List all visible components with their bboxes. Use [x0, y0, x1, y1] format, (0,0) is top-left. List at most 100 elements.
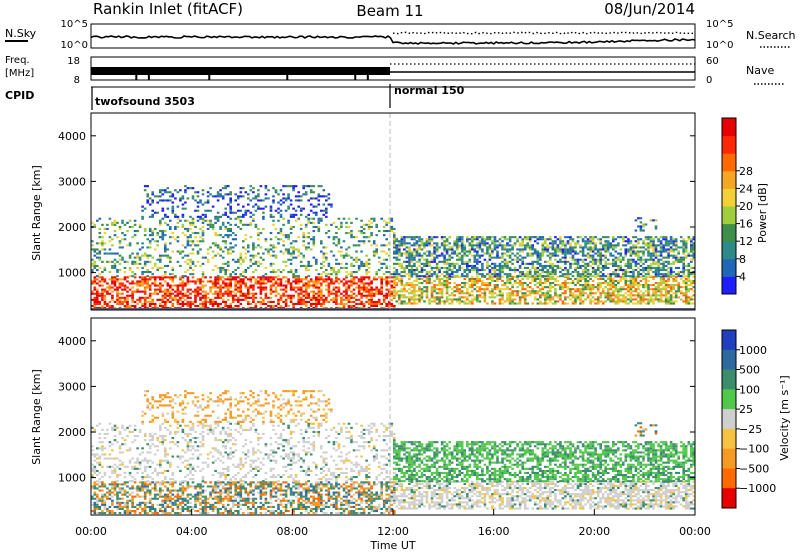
power-echo-cell [400, 288, 404, 291]
power-echo-cell [483, 296, 487, 299]
power-echo-cell [667, 284, 670, 287]
power-echo-cell [191, 260, 195, 263]
power-echo-cell [239, 256, 243, 259]
power-echo-cell [176, 221, 180, 224]
power-echo-cell [317, 193, 321, 196]
power-echo-cell [528, 269, 532, 272]
power-echo-cell [440, 260, 444, 263]
power-echo-cell [622, 294, 625, 297]
power-echo-cell [360, 262, 363, 265]
power-echo-cell [244, 252, 248, 255]
power-echo-cell [340, 266, 343, 269]
power-echo-cell [181, 296, 185, 299]
power-echo-cell [108, 288, 112, 291]
power-echo-cell [466, 269, 469, 272]
power-echo-cell [292, 215, 295, 218]
power-echo-cell [536, 271, 540, 274]
nsearch-trace [392, 31, 696, 35]
power-echo-cell [531, 302, 534, 305]
power-echo-cell [179, 292, 182, 295]
power-echo-cell [151, 213, 154, 216]
power-echo-cell [226, 221, 230, 224]
power-echo-cell [511, 292, 514, 295]
power-echo-cell [549, 294, 552, 297]
power-echo-cell [337, 240, 341, 243]
power-echo-cell [108, 252, 112, 255]
power-echo-cell [242, 275, 245, 278]
power-echo-cell [624, 236, 628, 239]
power-echo-cell [413, 254, 416, 257]
power-echo-cell [501, 240, 504, 243]
power-echo-cell [335, 296, 338, 299]
power-echo-cell [91, 282, 94, 285]
power-echo-cell [143, 278, 147, 281]
power-echo-cell [554, 240, 557, 243]
power-echo-cell [556, 284, 560, 287]
power-echo-cell [307, 292, 310, 295]
power-echo-cell [362, 284, 366, 287]
power-echo-cell [488, 238, 492, 241]
power-echo-cell [367, 225, 371, 228]
power-echo-cell [350, 232, 353, 235]
power-echo-cell [682, 266, 685, 269]
power-echo-cell [455, 269, 459, 272]
power-echo-cell [589, 294, 592, 297]
power-echo-cell [679, 236, 683, 239]
power-echo-cell [634, 254, 638, 257]
power-echo-cell [445, 269, 449, 272]
power-echo-cell [252, 248, 255, 251]
power-echo-cell [554, 250, 557, 253]
power-echo-cell [128, 282, 132, 285]
power-echo-cell [674, 290, 678, 293]
power-echo-cell [239, 209, 243, 212]
power-echo-cell [93, 292, 97, 295]
power-echo-cell [674, 248, 678, 251]
power-echo-cell [385, 294, 388, 297]
power-echo-cell [564, 282, 567, 285]
power-echo-cell [292, 302, 295, 305]
power-echo-cell [259, 246, 263, 249]
power-echo-cell [692, 238, 695, 241]
power-echo-cell [317, 282, 321, 285]
power-echo-cell [201, 203, 205, 206]
power-echo-cell [579, 294, 582, 297]
power-colorbar-swatch [722, 223, 736, 242]
power-echo-cell [377, 276, 381, 279]
power-echo-cell [395, 250, 399, 253]
power-echo-cell [463, 292, 467, 295]
power-echo-cell [297, 302, 300, 305]
power-echo-cell [503, 244, 507, 247]
power-echo-cell [254, 278, 258, 281]
power-echo-cell [544, 279, 547, 282]
power-echo-cell [647, 290, 650, 293]
power-echo-cell [151, 256, 154, 259]
power-echo-cell [254, 262, 258, 265]
power-echo-cell [176, 260, 180, 263]
power-echo-cell [181, 225, 185, 228]
power-echo-cell [423, 246, 426, 249]
power-echo-cell [196, 205, 200, 208]
power-echo-cell [312, 242, 316, 245]
power-echo-cell [601, 290, 605, 293]
power-echo-cell [523, 246, 527, 249]
power-echo-cell [450, 250, 454, 253]
power-echo-cell [649, 284, 653, 287]
power-echo-cell [428, 264, 431, 267]
power-echo-cell [143, 252, 147, 255]
power-echo-cell [551, 252, 555, 255]
power-echo-cell [523, 294, 527, 297]
power-echo-cell [307, 217, 310, 220]
power-echo-cell [221, 280, 225, 283]
power-echo-cell [508, 273, 512, 276]
power-echo-cell [282, 193, 285, 196]
power-echo-cell [624, 262, 628, 265]
power-echo-cell [189, 234, 192, 237]
power-echo-cell [521, 256, 524, 259]
power-echo-cell [398, 277, 401, 280]
power-echo-cell [148, 300, 152, 303]
power-echo-cell [438, 269, 441, 272]
power-echo-cell [400, 294, 404, 297]
power-echo-cell [450, 288, 454, 291]
power-echo-cell [96, 264, 99, 267]
power-echo-cell [337, 227, 341, 230]
